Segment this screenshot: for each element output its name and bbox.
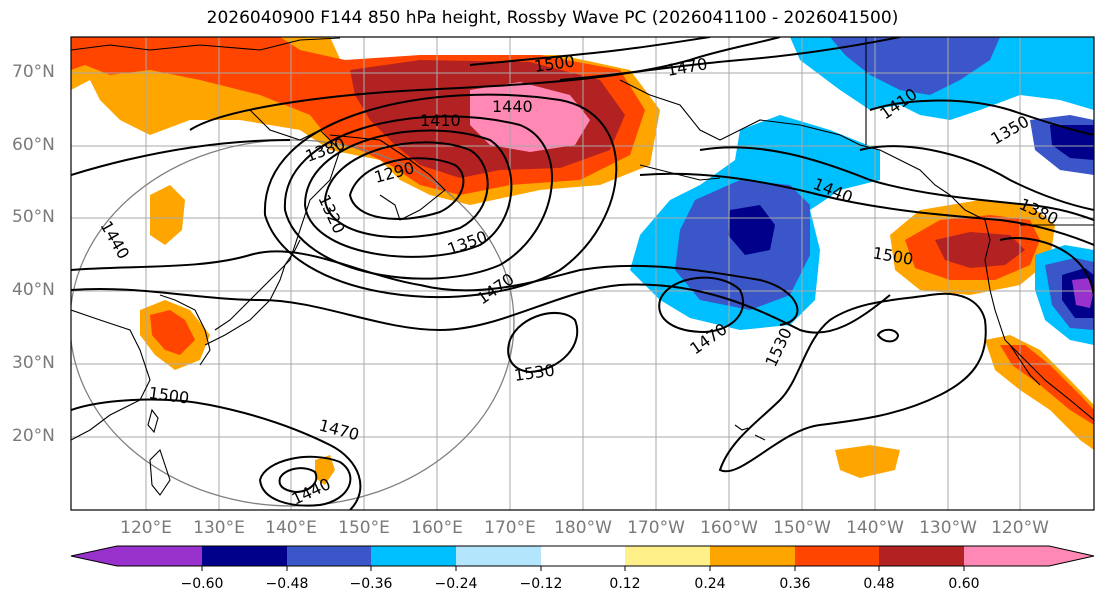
- coastline-alaska: [619, 79, 951, 196]
- contour-1320: [323, 141, 489, 239]
- colorbar-outline: [70, 545, 1095, 567]
- lat-label-50n: 50°N: [12, 207, 55, 227]
- coastline-china: [71, 309, 151, 441]
- colorbar-label-pos036: 0.36: [779, 576, 811, 592]
- positive-anomaly-core-east: [935, 232, 1025, 268]
- lat-label-70n: 70°N: [12, 62, 55, 82]
- map-title: 2026040900 F144 850 hPa height, Rossby W…: [206, 8, 899, 28]
- coastline-taiwan: [147, 408, 159, 434]
- contour-label-1410-center: 1410: [420, 111, 461, 130]
- contour-arctic-1500: [469, 37, 711, 66]
- contour-east-loop: [718, 292, 987, 473]
- colorbar: [70, 545, 1095, 571]
- lon-label-180w: 180°W: [554, 518, 612, 538]
- lon-label-150e: 150°E: [338, 518, 390, 538]
- contour-1380-east: [859, 145, 1094, 211]
- coastline-asia-north: [71, 37, 341, 51]
- lon-label-170w: 170°W: [627, 518, 685, 538]
- colorbar-segment-5: [456, 546, 541, 566]
- colorbar-ticks: [201, 566, 965, 571]
- contour-1530-west: [507, 311, 579, 374]
- colorbar-segment-below: [71, 546, 117, 566]
- negative-anomaly-arctic-core: [830, 37, 1000, 95]
- lat-label-20n: 20°N: [12, 426, 55, 446]
- colorbar-segment-8: [710, 546, 795, 566]
- contour-1440-west: [189, 37, 781, 131]
- coastline-hawaii: [734, 424, 766, 441]
- negative-anomaly-northeast-core: [1050, 125, 1094, 160]
- colorbar-segment-1: [117, 546, 202, 566]
- reference-circle: [71, 139, 515, 507]
- colorbar-segment-7: [625, 546, 710, 566]
- lat-label-60n: 60°N: [12, 135, 55, 155]
- lon-label-120e: 120°E: [120, 518, 172, 538]
- positive-anomaly-blob-central-pacific: [835, 445, 900, 478]
- coastline-korea: [159, 294, 211, 366]
- positive-anomaly-blob-kamchatka: [150, 185, 185, 245]
- contour-1350: [303, 129, 513, 258]
- colorbar-segment-11: [964, 546, 1049, 566]
- lon-label-150w: 150°W: [773, 518, 831, 538]
- positive-anomaly-blob-east-asia-core: [150, 310, 195, 355]
- contour-1500-west: [71, 283, 891, 334]
- contour-1410: [263, 93, 618, 298]
- colorbar-label-pos024: 0.24: [694, 576, 726, 592]
- contour-arctic-1470: [559, 37, 901, 81]
- contour-low-philippine: [258, 455, 352, 507]
- lon-label-130w: 130°W: [919, 518, 977, 538]
- contour-small-loop-east: [876, 328, 900, 343]
- height-contours: [71, 37, 1094, 510]
- contour-1350-east: [869, 99, 1094, 136]
- lon-label-160w: 160°W: [700, 518, 758, 538]
- lon-label-120w: 120°W: [991, 518, 1049, 538]
- contour-outer-south: [71, 398, 362, 510]
- colorbar-segment-2: [202, 546, 287, 566]
- contour-1470-alaska-low: [658, 276, 745, 334]
- lat-label-40n: 40°N: [12, 280, 55, 300]
- contour-1470-west: [71, 139, 799, 326]
- lon-label-140e: 140°E: [265, 518, 317, 538]
- colorbar-label-neg012: −0.12: [519, 576, 563, 592]
- contour-label-1440-center: 1440: [492, 97, 533, 116]
- colorbar-label-pos012: 0.12: [609, 576, 641, 592]
- colorbar-label-pos048: 0.48: [863, 576, 895, 592]
- contour-1440-east: [639, 172, 1094, 246]
- positive-anomaly-blob-subtropical: [315, 455, 335, 485]
- contour-1290: [348, 157, 465, 220]
- contour-rockies: [999, 237, 1094, 301]
- colorbar-label-neg024: −0.24: [434, 576, 478, 592]
- colorbar-label-neg048: −0.48: [265, 576, 309, 592]
- lon-label-170e: 170°E: [484, 518, 536, 538]
- lon-label-130e: 130°E: [193, 518, 245, 538]
- coastline-baja: [1009, 344, 1041, 386]
- contour-low-philippine-inner: [278, 467, 318, 494]
- contour-1410-east: [699, 146, 1094, 221]
- colorbar-segment-9: [795, 546, 879, 566]
- colorbar-segment-3: [287, 546, 371, 566]
- coastline-aleutians: [639, 164, 721, 181]
- colorbar-segment-above: [1049, 546, 1094, 566]
- colorbar-label-neg036: −0.36: [349, 576, 393, 592]
- colorbar-segment-6: [541, 546, 625, 566]
- lon-label-140w: 140°W: [846, 518, 904, 538]
- coastline-philippines: [149, 448, 171, 496]
- lon-label-160e: 160°E: [411, 518, 463, 538]
- lat-label-30n: 30°N: [12, 353, 55, 373]
- negative-anomaly-rockies-peak: [1072, 278, 1094, 308]
- colorbar-label-pos060: 0.60: [948, 576, 980, 592]
- colorbar-label-neg060: −0.60: [180, 576, 224, 592]
- colorbar-segment-4: [371, 546, 456, 566]
- map-frame: [70, 36, 1095, 511]
- colorbar-segment-10: [879, 546, 964, 566]
